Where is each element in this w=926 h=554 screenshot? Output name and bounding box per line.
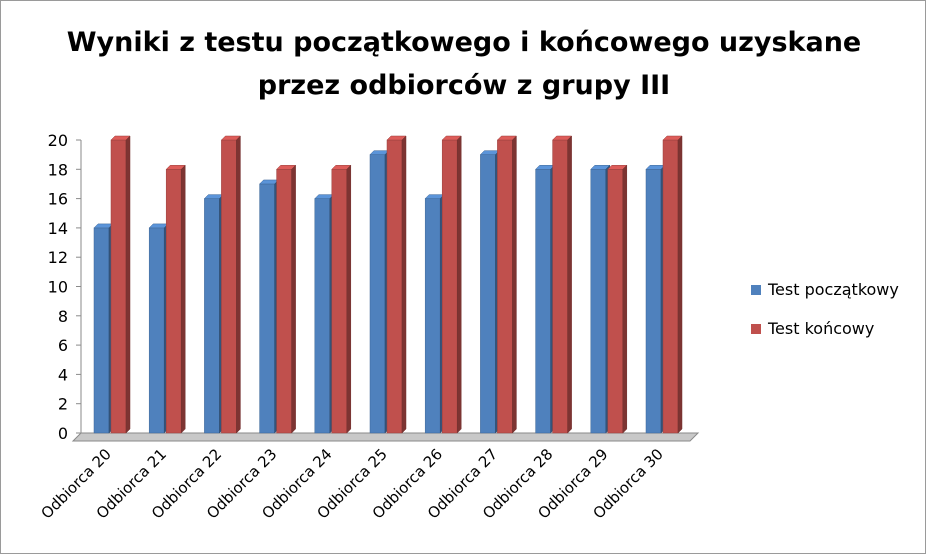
y-tick-label: 14 <box>48 219 68 238</box>
bar-front <box>221 139 237 434</box>
bar-side <box>512 135 517 434</box>
bar-test-koncowy <box>275 164 297 434</box>
legend-swatch <box>751 324 761 334</box>
y-tick-label: 6 <box>58 336 68 355</box>
y-tick-label: 16 <box>48 190 68 209</box>
bar-front <box>331 169 348 434</box>
y-tick-label: 0 <box>58 424 68 443</box>
bar-side <box>677 135 683 434</box>
y-tick-label: 10 <box>48 278 68 297</box>
bar-test-koncowy <box>607 164 628 434</box>
bar-front <box>424 198 441 434</box>
bar-front <box>165 169 182 434</box>
bar-front <box>148 227 165 434</box>
chart-title: Wyniki z testu początkowego i końcowego … <box>67 27 862 101</box>
bar-front <box>590 169 607 434</box>
bar-front <box>110 139 127 434</box>
bar-front <box>552 139 568 434</box>
bar-front <box>259 183 275 434</box>
bar-test-poczatkowy <box>258 179 280 434</box>
legend-label: Test końcowy <box>767 319 874 338</box>
bar-side <box>622 164 628 434</box>
y-tick-label: 8 <box>58 307 68 326</box>
bar-test-poczatkowy <box>369 150 390 434</box>
bar-test-koncowy <box>110 135 131 434</box>
bar-test-poczatkowy <box>148 223 169 434</box>
bar-test-poczatkowy <box>590 164 611 434</box>
chart-title-line-1: Wyniki z testu początkowego i końcowego … <box>67 27 862 58</box>
bar-front <box>535 169 551 434</box>
legend-swatch <box>751 285 761 295</box>
bar-front <box>314 198 331 434</box>
bar-side <box>401 135 407 434</box>
bar-test-poczatkowy <box>424 193 445 434</box>
bar-test-koncowy <box>386 135 407 434</box>
bar-test-koncowy <box>496 135 518 434</box>
y-tick-label: 4 <box>58 365 68 384</box>
bar-side <box>567 135 572 434</box>
bar-test-koncowy <box>551 135 573 434</box>
bar-test-poczatkowy <box>645 164 666 434</box>
bar-test-poczatkowy <box>203 193 225 434</box>
bar-side <box>346 164 352 434</box>
bar-front <box>607 169 624 434</box>
bar-front <box>386 139 403 434</box>
legend-label: Test początkowy <box>767 280 899 299</box>
y-tick-label: 2 <box>58 395 68 414</box>
bar-front <box>480 154 496 434</box>
y-tick-label: 12 <box>48 248 68 267</box>
bar-test-koncowy <box>662 135 683 434</box>
bar-front <box>204 198 220 434</box>
bar-test-poczatkowy <box>479 150 501 434</box>
bar-side <box>236 135 241 434</box>
bar-side <box>456 135 462 434</box>
bar-front <box>662 139 679 434</box>
bar-front <box>441 139 458 434</box>
bar-front <box>369 154 386 434</box>
bar-front <box>497 139 513 434</box>
y-tick-label: 20 <box>48 131 68 150</box>
bar-test-poczatkowy <box>534 164 556 434</box>
bar-test-koncowy <box>220 135 242 434</box>
bar-front <box>645 169 662 434</box>
bar-front <box>276 169 292 434</box>
bar-test-koncowy <box>331 164 352 434</box>
y-tick-label: 18 <box>48 160 68 179</box>
bar-side <box>291 164 296 434</box>
chart-title-line-2: przez odbiorców z grupy III <box>258 70 670 101</box>
chart-floor <box>71 432 700 442</box>
bar-side <box>180 164 186 434</box>
bar-side <box>125 135 131 434</box>
bar-test-koncowy <box>165 164 186 434</box>
bar-test-poczatkowy <box>314 193 335 434</box>
bar-test-koncowy <box>441 135 462 434</box>
bar-front <box>93 227 110 434</box>
legend: Test początkowy Test końcowy <box>751 280 899 338</box>
bar-test-poczatkowy <box>93 223 114 434</box>
